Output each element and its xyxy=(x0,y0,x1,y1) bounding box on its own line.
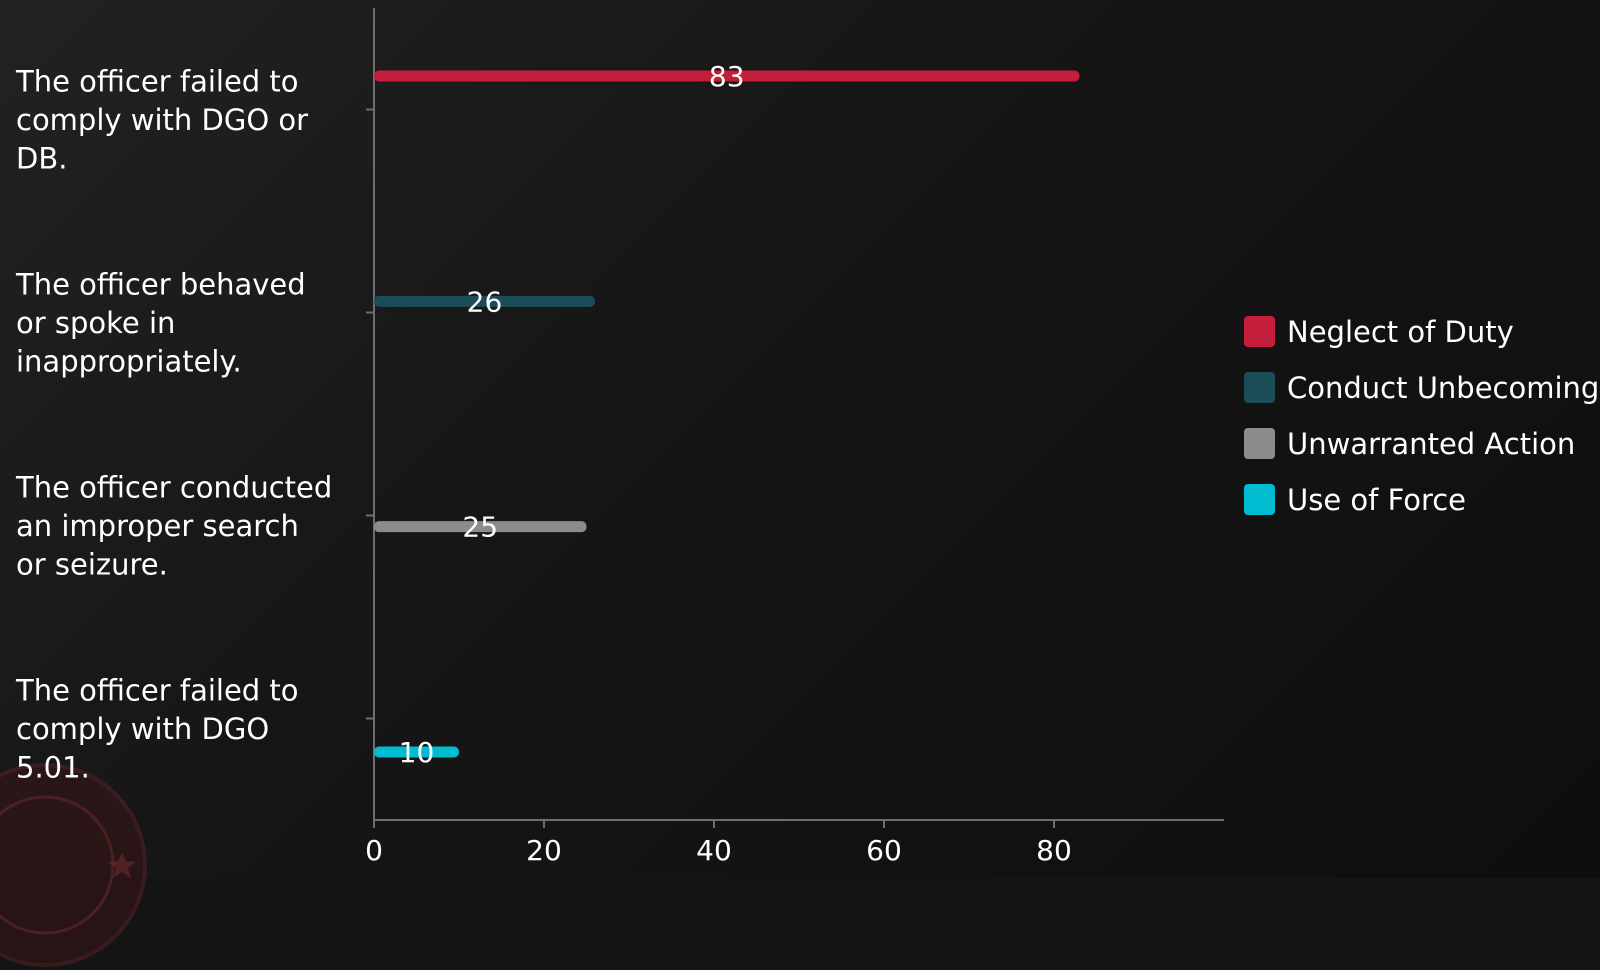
legend-label: Conduct Unbecoming xyxy=(1287,371,1599,405)
x-tick-label: 80 xyxy=(1036,834,1072,867)
x-axis-tick-labels: 0 20 40 60 80 xyxy=(365,834,1072,867)
legend-item: Neglect of Duty xyxy=(1244,315,1514,349)
bar-unwarranted-action xyxy=(374,521,587,533)
category-label: The officer conducted an improper search o… xyxy=(15,471,332,582)
legend-label: Neglect of Duty xyxy=(1287,315,1514,349)
data-label: 26 xyxy=(467,285,503,318)
category-label-line: The officer conducted xyxy=(15,471,332,505)
data-label: 83 xyxy=(709,60,745,93)
legend-item: Conduct Unbecoming xyxy=(1244,371,1599,405)
chart-legend: Neglect of Duty Conduct Unbecoming Unwarra… xyxy=(1244,315,1599,517)
category-label: The officer failed to comply with DGO 5.01… xyxy=(15,674,299,785)
legend-label: Unwarranted Action xyxy=(1287,427,1575,461)
category-label-line: or seizure. xyxy=(16,548,168,582)
category-label-line: DB. xyxy=(16,142,67,176)
legend-item: Unwarranted Action xyxy=(1244,427,1575,461)
data-label: 25 xyxy=(462,511,498,544)
category-label: The officer behaved or spoke in inappropri… xyxy=(15,268,306,379)
category-label: The officer failed to comply with DGO or D… xyxy=(15,65,308,176)
category-label-line: comply with DGO xyxy=(16,712,269,746)
category-label-line: an improper search xyxy=(16,509,299,543)
chart-axes xyxy=(366,8,1224,828)
x-tick-label: 20 xyxy=(526,834,562,867)
category-label-line: 5.01. xyxy=(16,751,90,785)
legend-swatch xyxy=(1244,316,1275,347)
legend-swatch xyxy=(1244,484,1275,515)
data-label: 10 xyxy=(399,736,435,769)
legend-swatch xyxy=(1244,428,1275,459)
category-label-line: The officer failed to xyxy=(15,674,299,708)
x-tick-label: 0 xyxy=(365,834,383,867)
category-label-line: The officer behaved xyxy=(15,268,306,302)
bar-conduct-unbecoming xyxy=(374,295,595,307)
category-labels: The officer failed to comply with DGO or D… xyxy=(15,65,332,785)
data-labels: 83 26 25 10 xyxy=(399,60,745,769)
x-tick-label: 40 xyxy=(696,834,732,867)
seal-star-icon xyxy=(108,852,136,878)
legend-label: Use of Force xyxy=(1287,483,1466,517)
chart-bars xyxy=(374,70,1080,758)
bar-neglect-of-duty xyxy=(374,70,1080,82)
bar-use-of-force xyxy=(374,746,459,758)
category-label-line: inappropriately. xyxy=(16,345,242,379)
legend-item: Use of Force xyxy=(1244,483,1466,517)
category-label-line: The officer failed to xyxy=(15,65,299,99)
x-tick-label: 60 xyxy=(866,834,902,867)
horizontal-bar-chart: The officer failed to comply with DGO or D… xyxy=(15,8,1599,867)
category-label-line: or spoke in xyxy=(16,306,175,340)
category-label-line: comply with DGO or xyxy=(16,103,308,137)
legend-swatch xyxy=(1244,372,1275,403)
